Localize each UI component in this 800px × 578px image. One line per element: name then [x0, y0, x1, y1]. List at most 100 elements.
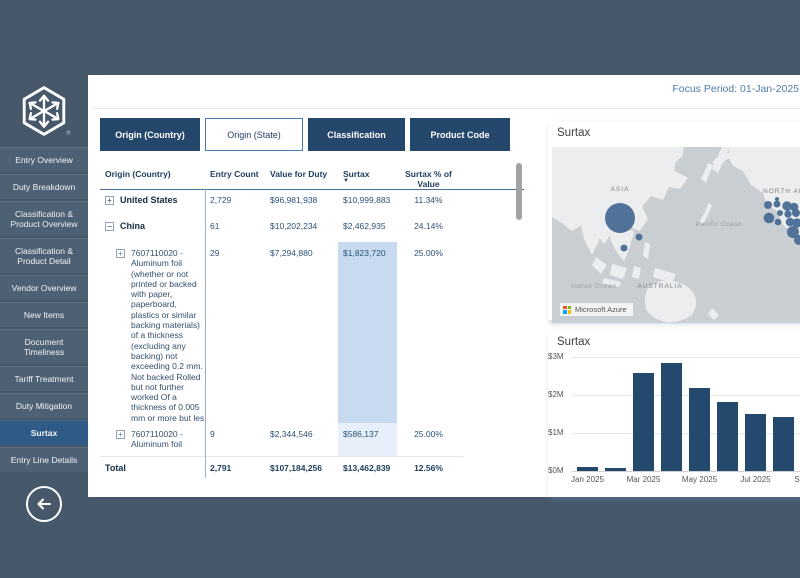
- chart-panel-title: Surtax: [557, 336, 591, 348]
- map-bubble[interactable]: [782, 201, 792, 211]
- map-bubble[interactable]: [792, 218, 800, 228]
- bar-mar-2025[interactable]: [633, 372, 654, 471]
- header-divider: [94, 108, 800, 109]
- table-row-hts-7607110020-long[interactable]: + 7607110020 - Aluminum foil (whether or…: [100, 242, 463, 424]
- tab-origin-state[interactable]: Origin (State): [205, 118, 303, 151]
- tab-classification[interactable]: Classification: [308, 118, 405, 151]
- map-bubble[interactable]: [785, 217, 795, 227]
- entry-count-cell: 29: [210, 248, 220, 258]
- gridline: [572, 433, 800, 434]
- column-header-origin-country[interactable]: Origin (Country): [105, 169, 171, 179]
- map-bubble[interactable]: [775, 197, 779, 201]
- map-bubble[interactable]: [792, 209, 800, 217]
- bar-aug-2025[interactable]: [773, 417, 794, 471]
- sidebar-item-entry-line-details[interactable]: Entry Line Details: [0, 447, 88, 472]
- surtax-cell: $2,462,935: [343, 221, 386, 231]
- microsoft-logo-icon: [563, 305, 571, 314]
- x-axis-tick: May 2025: [681, 475, 718, 484]
- map-bubble[interactable]: [605, 203, 635, 233]
- tab-origin-country[interactable]: Origin (Country): [100, 118, 200, 151]
- sidebar-item-classification-product-overview[interactable]: Classification & Product Overview: [0, 201, 88, 236]
- map-bubble[interactable]: [764, 201, 772, 209]
- entry-count-cell: 2,729: [210, 195, 232, 205]
- x-axis-tick: Mar 2025: [626, 475, 661, 484]
- surtax-pct-cell: 25.00%: [414, 248, 443, 258]
- y-axis-tick: $3M: [548, 352, 564, 361]
- surtax-matrix-table: Origin (Country) Entry Count Value for D…: [100, 163, 463, 481]
- bar-jul-2025[interactable]: [745, 414, 766, 471]
- sidebar-nav: Entry Overview Duty Breakdown Classifica…: [0, 147, 88, 474]
- sidebar-item-tariff-treatment[interactable]: Tariff Treatment: [0, 366, 88, 391]
- map-panel-title: Surtax: [557, 127, 591, 139]
- map-bubble[interactable]: [620, 244, 628, 252]
- column-header-surtax-pct[interactable]: Surtax % of Value: [405, 169, 452, 189]
- map-label-australia: AUSTRALIA: [637, 283, 682, 290]
- sidebar-item-document-timeliness[interactable]: Document Timeliness: [0, 329, 88, 364]
- tab-product-code[interactable]: Product Code: [410, 118, 510, 151]
- value-for-duty-cell: $96,981,938: [270, 195, 318, 205]
- y-axis-tick: $2M: [548, 390, 564, 399]
- surtax-pct-cell: 11.34%: [414, 195, 443, 205]
- expand-icon[interactable]: +: [116, 430, 125, 440]
- table-row-united-states[interactable]: + United States 2,729 $96,981,938 $10,99…: [100, 189, 463, 215]
- company-logo-icon: ®: [16, 84, 72, 138]
- back-button[interactable]: [26, 486, 62, 522]
- report-page: Focus Period: 01-Jan-2025 Origin (Countr…: [88, 75, 800, 497]
- svg-text:®: ®: [67, 129, 71, 136]
- map-bubble[interactable]: [777, 210, 783, 216]
- map-label-indian-ocean: Indian Ocean: [572, 283, 617, 290]
- sidebar-item-duty-mitigation[interactable]: Duty Mitigation: [0, 393, 88, 418]
- bar-plot[interactable]: $0M $1M $2M $3M Jan 2025 Mar 2025 May 2025 Jul …: [548, 330, 800, 497]
- column-header-entry-count[interactable]: Entry Count: [210, 169, 259, 179]
- expand-icon[interactable]: +: [105, 196, 114, 205]
- x-axis-tick: Sep 2025: [794, 475, 800, 484]
- bar-apr-2025[interactable]: [661, 363, 682, 471]
- sidebar-item-entry-overview[interactable]: Entry Overview: [0, 147, 88, 172]
- world-map[interactable]: ASIA NORTH AMERICA AUSTRALIA Pacific Oce…: [552, 147, 800, 323]
- sidebar-item-duty-breakdown[interactable]: Duty Breakdown: [0, 174, 88, 199]
- collapse-icon[interactable]: −: [105, 222, 114, 231]
- bar-feb-2025[interactable]: [605, 467, 626, 471]
- sidebar-item-surtax[interactable]: Surtax: [0, 420, 88, 445]
- expand-icon[interactable]: +: [116, 249, 125, 258]
- map-svg: ASIA NORTH AMERICA AUSTRALIA Pacific Oce…: [552, 147, 800, 323]
- sidebar-item-classification-product-detail[interactable]: Classification & Product Detail: [0, 238, 88, 273]
- sidebar-item-vendor-overview[interactable]: Vendor Overview: [0, 275, 88, 300]
- surtax-pct-cell: 24.14%: [414, 221, 443, 231]
- bar-jan-2025[interactable]: [577, 466, 598, 471]
- map-bubble[interactable]: [784, 210, 792, 218]
- sort-descending-icon: ▼: [343, 178, 349, 184]
- azure-attribution: Microsoft Azure: [560, 303, 633, 316]
- map-bubble[interactable]: [787, 226, 799, 238]
- map-bubble[interactable]: [635, 233, 643, 241]
- value-for-duty-cell: $7,294,880: [270, 248, 313, 258]
- total-surtax-pct: 12.56%: [414, 463, 443, 474]
- view-tabs: Origin (Country) Origin (State) Classifi…: [100, 118, 510, 151]
- map-bubble[interactable]: [773, 200, 781, 208]
- map-bubble[interactable]: [763, 212, 775, 224]
- column-header-value-for-duty[interactable]: Value for Duty: [270, 169, 328, 179]
- x-axis-tick: Jan 2025: [571, 475, 604, 484]
- column-header-surtax[interactable]: Surtax ▼: [338, 163, 397, 184]
- total-label: Total: [105, 463, 126, 474]
- table-row-china[interactable]: − China 61 $10,202,234 $2,462,935 24.14%: [100, 215, 463, 242]
- row-label: 7607110020 - Aluminum foil (whether or n…: [131, 248, 205, 423]
- surtax-cell: $10,999,883: [343, 195, 391, 205]
- x-axis-line: [572, 471, 800, 472]
- map-bubble[interactable]: [794, 235, 800, 245]
- total-value-for-duty: $107,184,256: [270, 463, 322, 474]
- bar-jun-2025[interactable]: [717, 402, 738, 471]
- table-column-separator: [205, 189, 206, 478]
- value-for-duty-cell: $10,202,234: [270, 221, 318, 231]
- table-header-row: Origin (Country) Entry Count Value for D…: [100, 163, 463, 189]
- table-scrollbar-thumb[interactable]: [516, 163, 522, 220]
- table-row-hts-7607110020-short[interactable]: + 7607110020 - Aluminum foil 9 $2,344,54…: [100, 423, 463, 457]
- bar-may-2025[interactable]: [689, 388, 710, 471]
- focus-period-label: Focus Period: 01-Jan-2025: [672, 83, 799, 95]
- map-bubble[interactable]: [774, 218, 782, 226]
- row-name-cell: + 7607110020 - Aluminum foil (whether or…: [100, 242, 205, 423]
- entry-count-cell: 9: [210, 429, 215, 440]
- row-name-cell: + United States: [100, 189, 205, 205]
- sidebar-item-new-items[interactable]: New Items: [0, 302, 88, 327]
